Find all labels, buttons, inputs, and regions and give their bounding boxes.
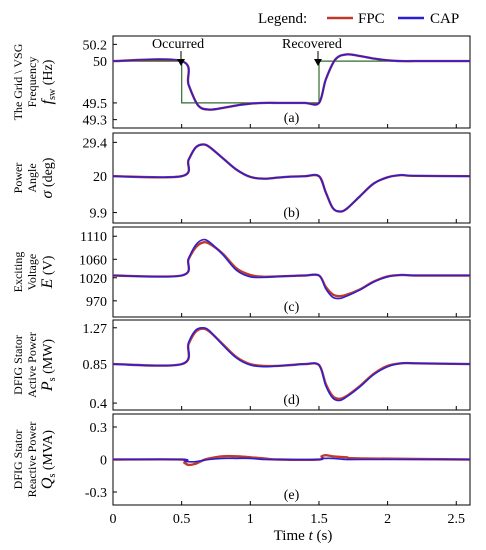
- panel-c: 1110 1060 1020 970 (c) Exciting Voltage E (V): [11, 226, 471, 318]
- y-tick-label: 49.3: [83, 114, 108, 129]
- series-cap: [112, 53, 470, 111]
- y-tick-label: 1110: [80, 230, 107, 245]
- x-tick-label: 1: [247, 512, 254, 527]
- y-tick-label: 1020: [79, 272, 107, 287]
- series-cap: [112, 143, 471, 213]
- event-annotations: Occurred Recovered: [152, 37, 342, 66]
- y-tick-label: 0.4: [90, 397, 108, 412]
- series-cap: [112, 326, 471, 402]
- y-axis-label: DFIG Stator Active Power Ps (MW): [11, 332, 58, 398]
- panel-frame: [112, 35, 471, 129]
- annotation-recovered: Recovered: [282, 37, 342, 52]
- x-tick-label: 2: [384, 512, 391, 527]
- y-axis-label-line: DFIG Stator: [11, 335, 25, 395]
- legend-label-cap: CAP: [430, 11, 459, 27]
- y-axis-symbol: fsw (Hz): [39, 59, 58, 104]
- series-fpc: [112, 241, 470, 298]
- x-tick-label: 0: [110, 512, 117, 527]
- y-tick-label: 0.85: [83, 358, 108, 373]
- y-axis-label-line: Active Power: [25, 332, 39, 398]
- y-axis-label-line: Angle: [25, 163, 39, 192]
- panel-label: (b): [283, 206, 300, 221]
- y-axis-symbol: Ps (MW): [39, 339, 58, 393]
- panel-d: 1.27 0.85 0.4 (d) DFIG Stator Active Power Ps …: [11, 319, 471, 412]
- y-tick-label: 50.2: [83, 38, 108, 53]
- panels: 50.2 50 49.5 49.3 (a) The Grid \ VSG Frequency…: [11, 35, 471, 527]
- y-tick-label: -0.3: [85, 486, 107, 501]
- annotation-occurred: Occurred: [152, 37, 204, 52]
- y-tick-label: 29.4: [83, 136, 108, 151]
- panel-label: (d): [283, 393, 300, 408]
- panel-label: (a): [284, 111, 300, 126]
- panel-label: (e): [284, 488, 300, 503]
- y-axis-label-line: Exciting: [11, 252, 25, 293]
- y-axis-label: DFIG Stator Reactive Power Qs (MVA): [11, 422, 58, 498]
- y-axis-label-line: Reactive Power: [25, 422, 39, 498]
- arrowhead-occurred: [177, 59, 185, 66]
- reference-step-line: [113, 60, 470, 104]
- legend: Legend: FPC CAP: [258, 11, 459, 27]
- y-tick-label: 50: [93, 55, 107, 70]
- y-axis-label-line: Power: [11, 163, 25, 194]
- y-tick-label: 970: [86, 295, 107, 310]
- series-fpc: [112, 454, 471, 467]
- y-tick-label: 9.9: [90, 207, 108, 222]
- y-axis-label: The Grid \ VSG Frequency fsw (Hz): [11, 43, 58, 120]
- y-tick-label: 1.27: [83, 322, 108, 337]
- y-axis-label-line: DFIG Stator: [11, 430, 25, 490]
- y-axis-label-line: Frequency: [25, 57, 39, 108]
- y-tick-label: 0: [100, 454, 107, 469]
- panel-frame: [112, 226, 471, 318]
- y-tick-label: 49.5: [83, 97, 108, 112]
- y-axis-symbol: E (V): [39, 255, 56, 289]
- legend-title: Legend:: [258, 11, 307, 27]
- y-tick-label: 1060: [79, 253, 107, 268]
- panel-a: 50.2 50 49.5 49.3 (a) The Grid \ VSG Frequency…: [11, 35, 471, 129]
- y-tick-label: 0.3: [90, 421, 108, 436]
- x-tick-label: 2.5: [448, 512, 466, 527]
- y-axis-label-line: Voltage: [25, 254, 39, 290]
- series-cap: [112, 238, 470, 300]
- panel-e: 0.3 0 -0.3 (e) DFIG Stator Reactive Power Qs (…: [11, 413, 471, 506]
- series-cap: [112, 457, 470, 463]
- panel-frame: [112, 132, 471, 224]
- panel-label: (c): [284, 300, 300, 315]
- y-axis-symbol: σ (deg): [39, 157, 56, 198]
- x-tick-label: 0.5: [173, 512, 191, 527]
- y-axis-label: Exciting Voltage E (V): [11, 252, 56, 293]
- y-axis-symbol: Qs (MVA): [39, 430, 58, 489]
- x-tick-label: 1.5: [310, 512, 328, 527]
- legend-label-fpc: FPC: [358, 11, 385, 27]
- x-axis-label: Time t (s): [274, 528, 333, 544]
- y-axis-label-line: The Grid \ VSG: [11, 43, 25, 120]
- y-tick-label: 20: [93, 170, 107, 185]
- arrowhead-recovered: [314, 59, 322, 66]
- series-fpc: [112, 53, 470, 111]
